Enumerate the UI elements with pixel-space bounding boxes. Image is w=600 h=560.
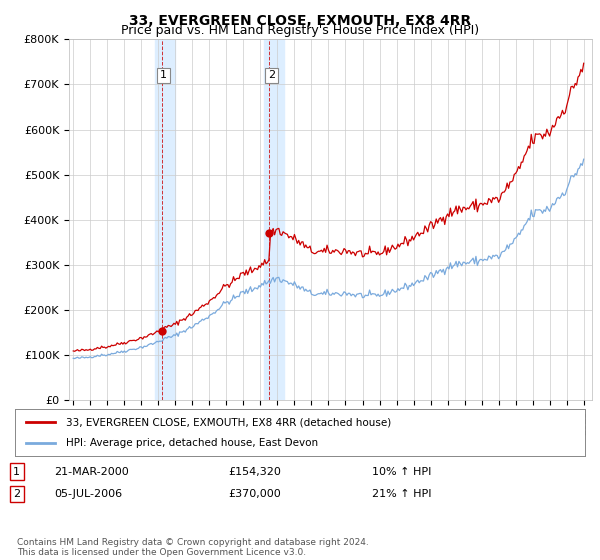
Text: 1: 1: [160, 71, 167, 80]
Text: 2: 2: [13, 489, 20, 499]
Text: 05-JUL-2006: 05-JUL-2006: [54, 489, 122, 499]
Text: 33, EVERGREEN CLOSE, EXMOUTH, EX8 4RR (detached house): 33, EVERGREEN CLOSE, EXMOUTH, EX8 4RR (d…: [66, 417, 392, 427]
Text: 1: 1: [13, 466, 20, 477]
Text: 10% ↑ HPI: 10% ↑ HPI: [372, 466, 431, 477]
Text: Price paid vs. HM Land Registry's House Price Index (HPI): Price paid vs. HM Land Registry's House …: [121, 24, 479, 37]
Text: £154,320: £154,320: [228, 466, 281, 477]
Text: 21% ↑ HPI: 21% ↑ HPI: [372, 489, 431, 499]
Bar: [155, 39, 175, 400]
Text: HPI: Average price, detached house, East Devon: HPI: Average price, detached house, East…: [66, 438, 319, 448]
Text: £370,000: £370,000: [228, 489, 281, 499]
Text: 21-MAR-2000: 21-MAR-2000: [54, 466, 129, 477]
Bar: [264, 39, 284, 400]
Text: 33, EVERGREEN CLOSE, EXMOUTH, EX8 4RR: 33, EVERGREEN CLOSE, EXMOUTH, EX8 4RR: [129, 14, 471, 28]
Text: Contains HM Land Registry data © Crown copyright and database right 2024.
This d: Contains HM Land Registry data © Crown c…: [17, 538, 368, 557]
Text: 2: 2: [268, 71, 275, 80]
